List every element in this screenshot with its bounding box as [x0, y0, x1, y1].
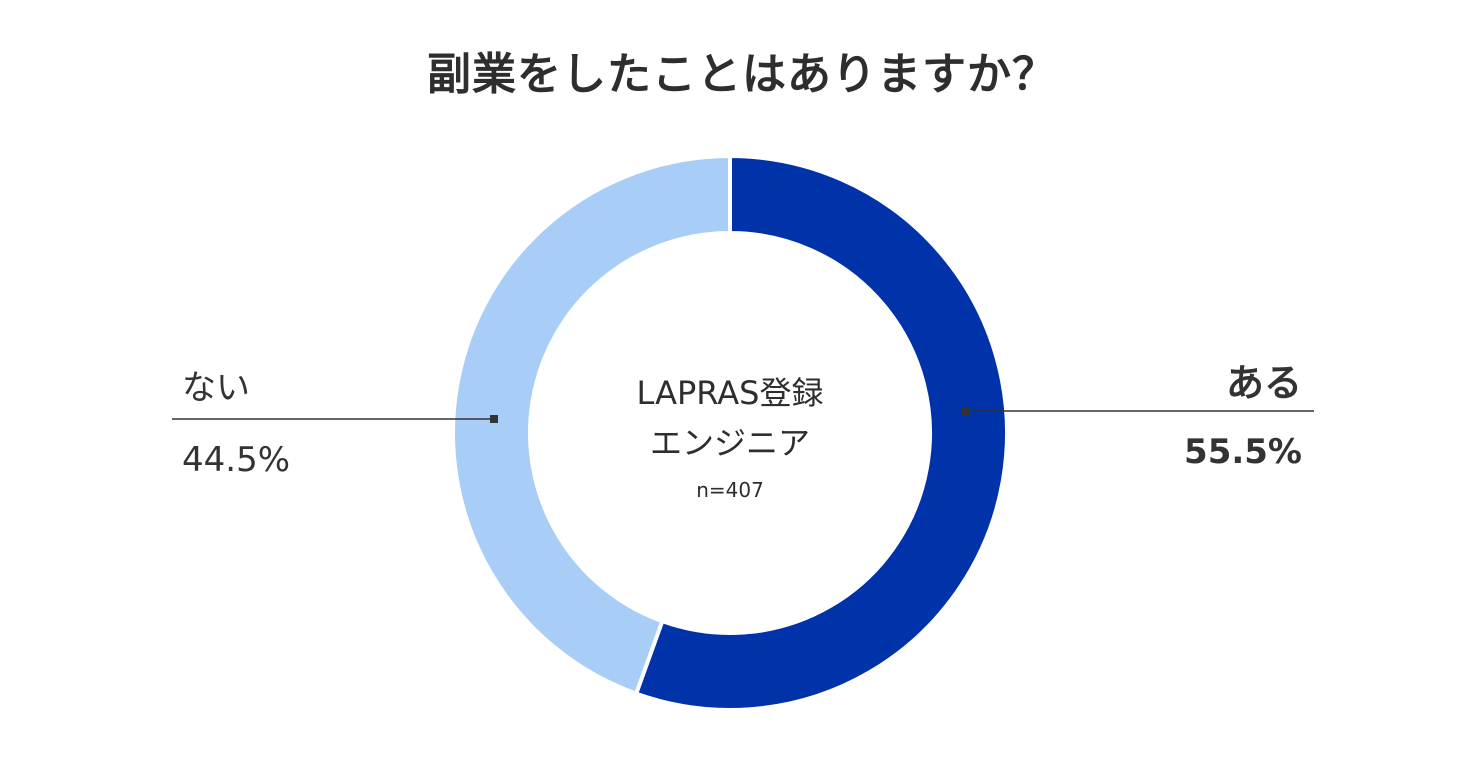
leader-line-nai-marker	[490, 415, 498, 423]
chart-title: 副業をしたことはありますか？	[427, 49, 1057, 100]
slice-label-nai: ない	[182, 368, 250, 408]
donut-slice-1	[451, 153, 732, 697]
slice-label-aru: ある	[1225, 361, 1302, 405]
center-label-line1: LAPRAS登録	[636, 374, 824, 412]
donut-slice-0	[633, 153, 1009, 712]
slice-value-aru: 55.5%	[1184, 432, 1302, 472]
sample-size-label: n=407	[696, 478, 764, 502]
leader-line-aru-marker	[962, 407, 970, 415]
center-label-line2: エンジニア	[649, 424, 810, 462]
slice-value-nai: 44.5%	[182, 440, 291, 480]
